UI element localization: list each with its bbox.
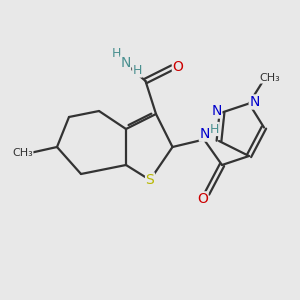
Text: N: N [200, 127, 210, 141]
Text: H: H [112, 46, 121, 60]
Text: N: N [249, 95, 260, 109]
Text: N: N [212, 104, 222, 118]
Text: O: O [172, 60, 183, 74]
Text: S: S [146, 173, 154, 187]
Text: CH₃: CH₃ [259, 73, 280, 83]
Text: H: H [210, 122, 219, 136]
Text: CH₃: CH₃ [12, 148, 33, 158]
Text: O: O [197, 192, 208, 206]
Text: N: N [120, 56, 130, 70]
Text: H: H [133, 64, 142, 77]
